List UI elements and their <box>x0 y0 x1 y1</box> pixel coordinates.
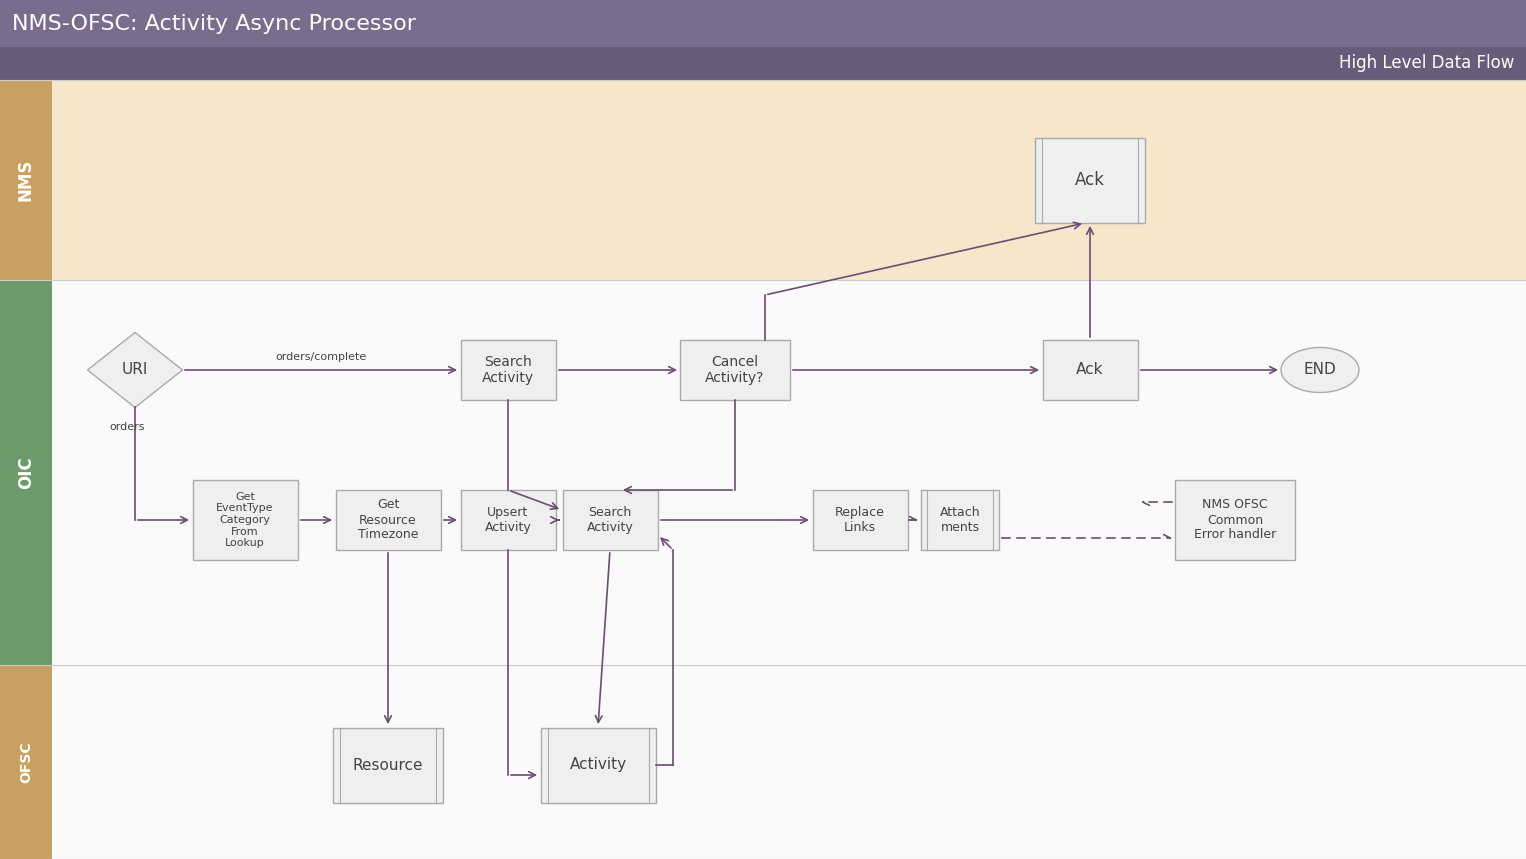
Bar <box>812 490 908 550</box>
Bar <box>192 480 298 560</box>
Bar <box>0 80 1526 280</box>
Bar <box>336 490 441 550</box>
Text: orders/complete: orders/complete <box>275 352 366 362</box>
Text: Search
Activity: Search Activity <box>482 355 534 385</box>
Bar <box>0 0 1526 47</box>
Bar <box>461 490 555 550</box>
Text: Attach
ments: Attach ments <box>940 506 980 534</box>
Text: Ack: Ack <box>1074 171 1105 189</box>
Bar <box>1042 340 1137 400</box>
Text: Upsert
Activity: Upsert Activity <box>485 506 531 534</box>
Bar <box>1035 137 1144 222</box>
Bar <box>0 80 52 280</box>
Text: OFSC: OFSC <box>18 741 34 783</box>
Bar <box>0 280 52 665</box>
Text: Get
Resource
Timezone: Get Resource Timezone <box>357 498 418 541</box>
Text: Activity: Activity <box>569 758 627 772</box>
Ellipse shape <box>1280 348 1360 393</box>
Bar <box>563 490 658 550</box>
Bar <box>0 665 1526 859</box>
Bar <box>333 728 443 802</box>
Bar <box>461 340 555 400</box>
Text: Replace
Links: Replace Links <box>835 506 885 534</box>
Bar <box>1175 480 1296 560</box>
Text: Resource: Resource <box>353 758 423 772</box>
Polygon shape <box>87 332 183 407</box>
Text: Get
EventType
Category
From
Lookup: Get EventType Category From Lookup <box>217 492 273 548</box>
Text: Cancel
Activity?: Cancel Activity? <box>705 355 765 385</box>
Bar <box>681 340 790 400</box>
Text: NMS: NMS <box>17 159 35 201</box>
Text: Search
Activity: Search Activity <box>586 506 633 534</box>
Text: NMS-OFSC: Activity Async Processor: NMS-OFSC: Activity Async Processor <box>12 14 417 34</box>
Text: URI: URI <box>122 362 148 377</box>
Text: END: END <box>1303 362 1337 377</box>
Text: orders: orders <box>110 422 145 432</box>
Bar <box>0 280 1526 665</box>
Bar <box>922 490 1000 550</box>
Text: OIC: OIC <box>17 456 35 489</box>
Text: NMS OFSC
Common
Error handler: NMS OFSC Common Error handler <box>1193 498 1276 541</box>
Bar <box>540 728 656 802</box>
Bar <box>0 665 52 859</box>
Text: Ack: Ack <box>1076 362 1103 377</box>
Text: High Level Data Flow: High Level Data Flow <box>1338 54 1514 72</box>
Bar <box>0 47 1526 80</box>
